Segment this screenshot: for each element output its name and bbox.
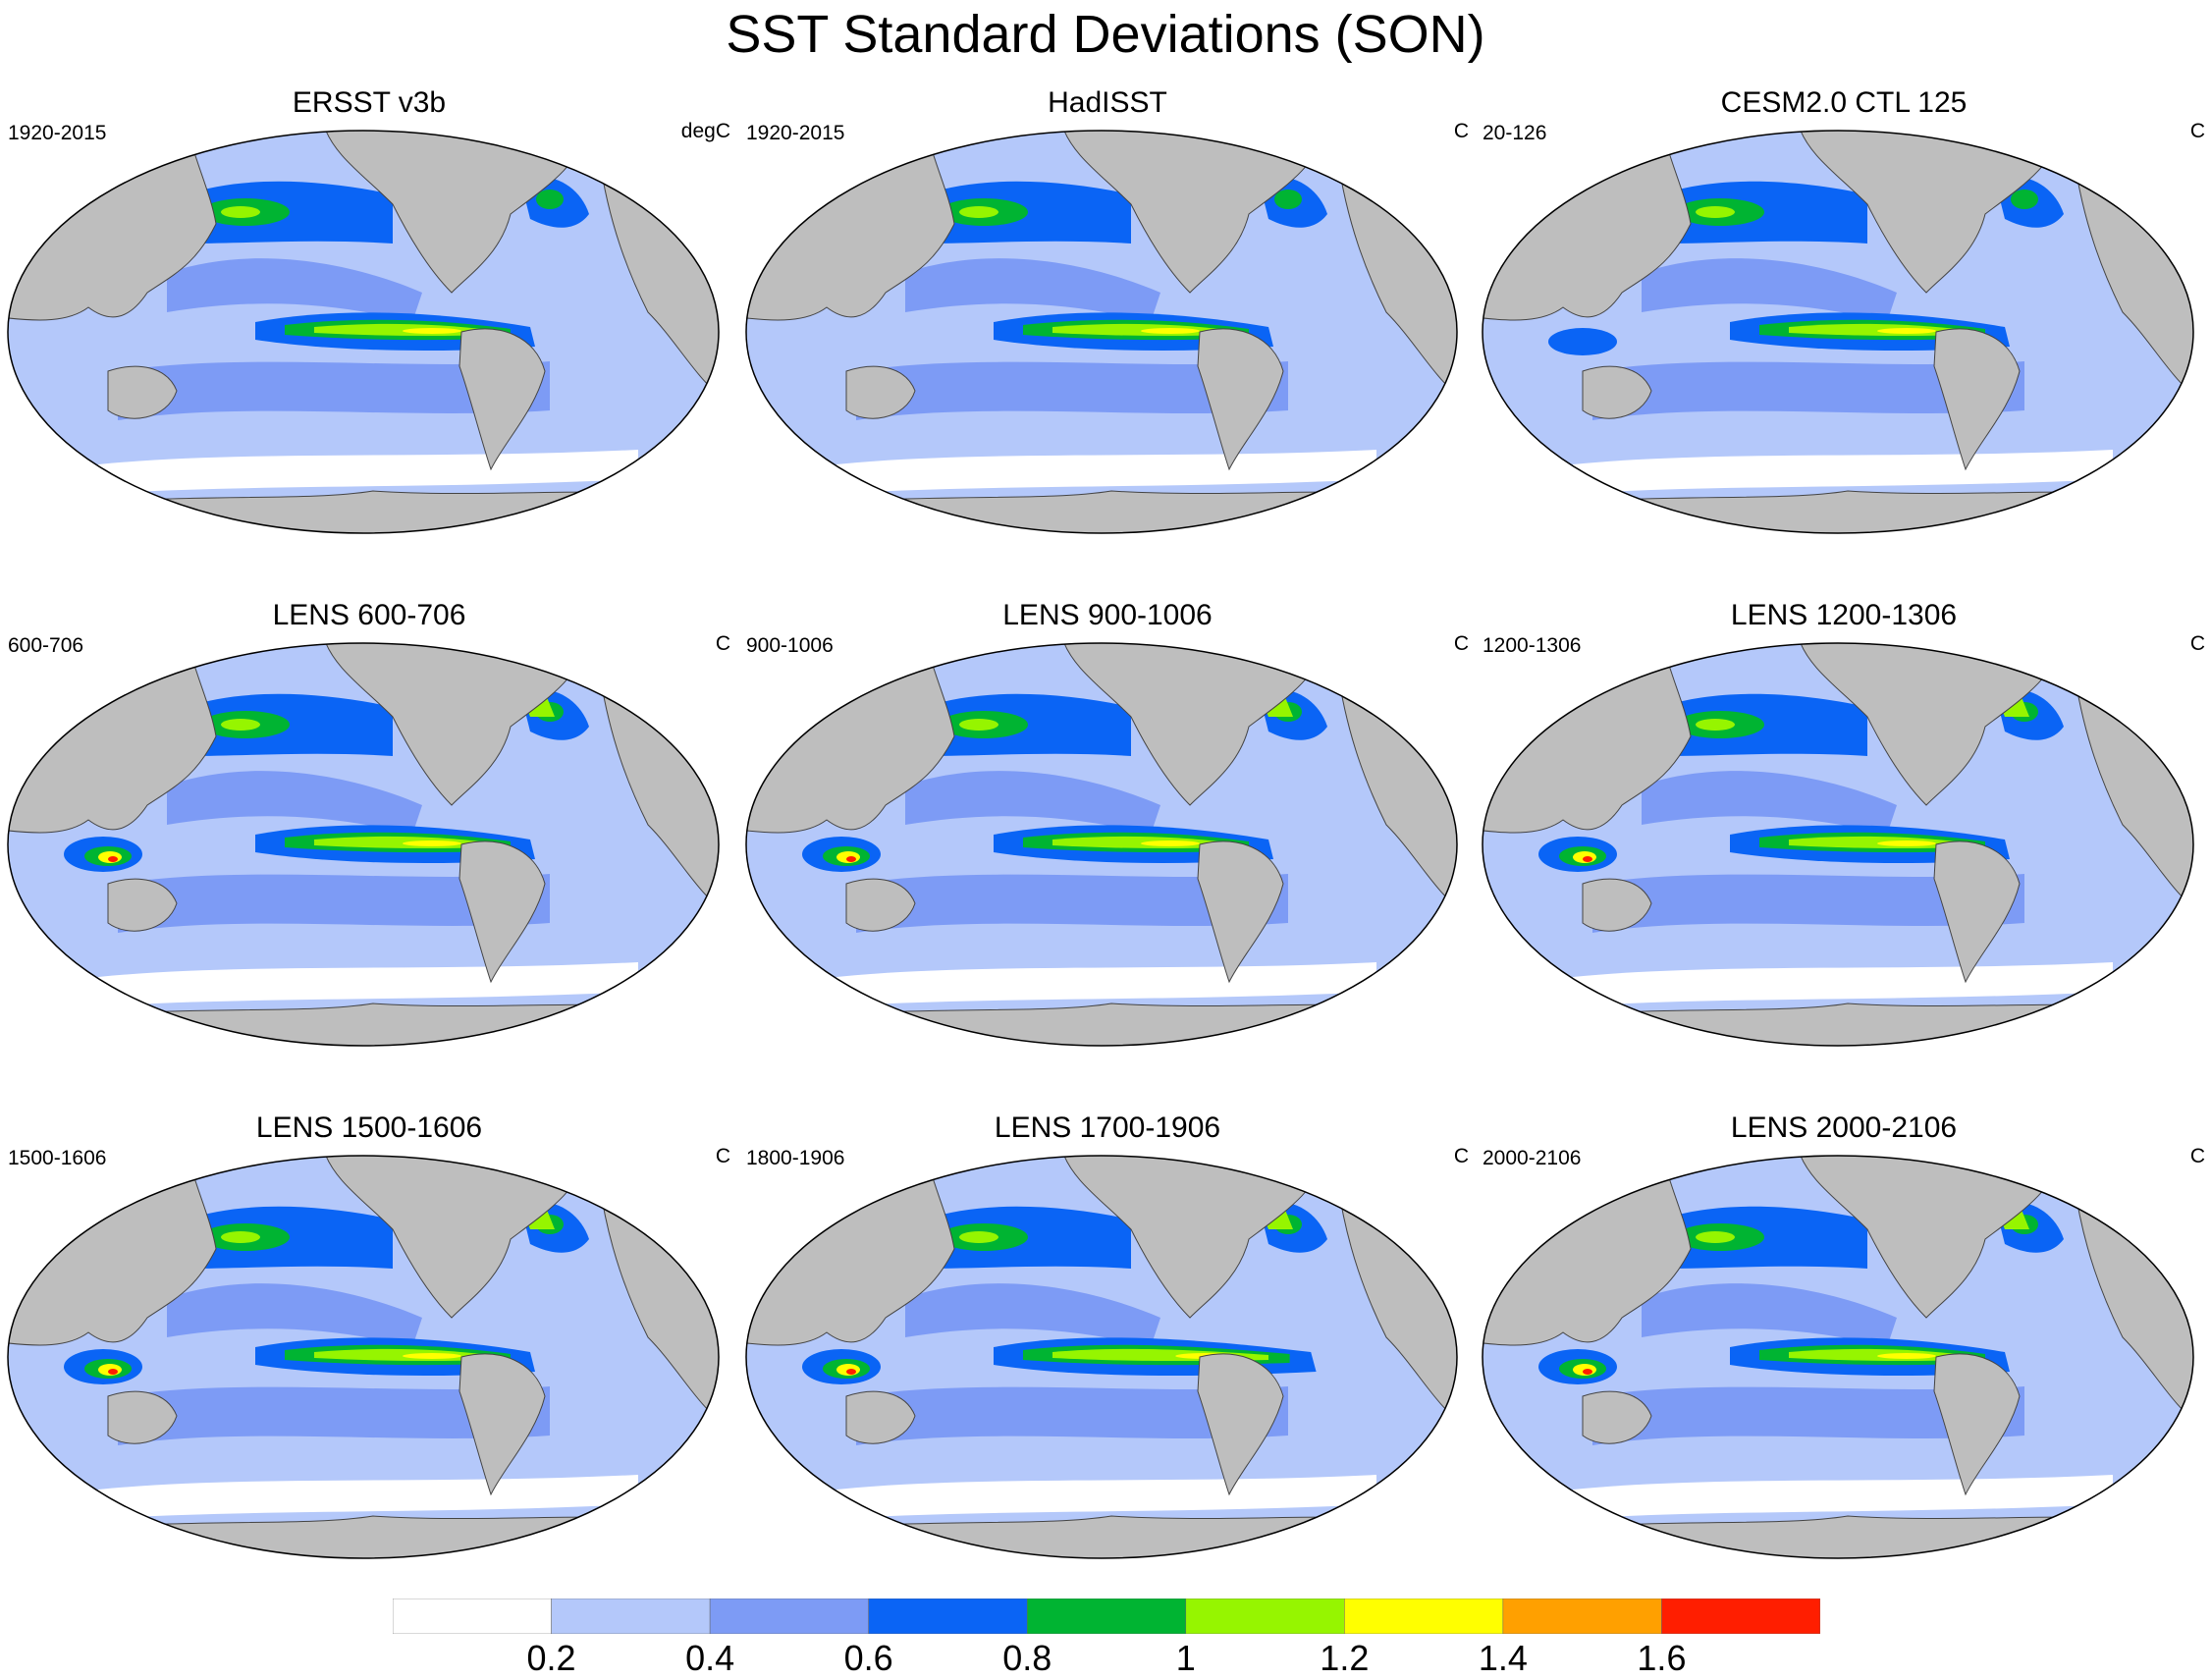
sst-map: [745, 130, 1458, 534]
panel-title: LENS 2000-2106: [1730, 1111, 1958, 1144]
panel-title: LENS 600-706: [272, 599, 466, 631]
sst-map: [1482, 1155, 2194, 1559]
panel-units: C: [1453, 120, 1469, 142]
panel-units: C: [2189, 1145, 2205, 1167]
map-panel: LENS 900-1006 900-1006 C: [738, 599, 1477, 1047]
panel-title: LENS 900-1006: [1002, 599, 1213, 631]
panel-period: 1200-1306: [1483, 634, 1582, 657]
colorbar-tick-label: 0.6: [843, 1638, 893, 1678]
panel-period: 2000-2106: [1483, 1147, 1582, 1169]
panel-period: 20-126: [1483, 122, 1547, 144]
panel-period: 1500-1606: [8, 1147, 107, 1169]
panel-title: LENS 1200-1306: [1730, 599, 1958, 631]
colorbar-tick-label: 0.4: [685, 1638, 735, 1678]
map-panel: LENS 1700-1906 1800-1906 C: [738, 1111, 1477, 1559]
colorbar-swatch: [1502, 1599, 1662, 1634]
panel-period: 900-1006: [746, 634, 834, 657]
panel-units: C: [715, 1145, 730, 1167]
panel-title: HadISST: [1048, 86, 1167, 119]
panel-units: C: [715, 632, 730, 655]
sst-map: [1482, 130, 2194, 534]
map-panel: LENS 1500-1606 1500-1606 C: [0, 1111, 738, 1559]
panel-units: C: [2189, 120, 2205, 142]
sst-map: [7, 1155, 720, 1559]
panel-period: 1920-2015: [8, 122, 107, 144]
colorbar-swatch: [1026, 1599, 1187, 1634]
map-panel: LENS 2000-2106 2000-2106 C: [1475, 1111, 2211, 1559]
map-panel: LENS 600-706 600-706 C: [0, 599, 738, 1047]
panel-units: C: [1453, 632, 1469, 655]
panel-units: C: [2189, 632, 2205, 655]
panel-period: 1920-2015: [746, 122, 845, 144]
map-panel: CESM2.0 CTL 125 20-126 C: [1475, 86, 2211, 534]
colorbar-tick-label: 1.6: [1637, 1638, 1687, 1678]
sst-map: [745, 1155, 1458, 1559]
colorbar: [393, 1599, 1820, 1634]
panel-units: degC: [680, 120, 730, 142]
colorbar-swatch: [1344, 1599, 1504, 1634]
panel-period: 600-706: [8, 634, 84, 657]
colorbar-tick-label: 1.2: [1320, 1638, 1370, 1678]
map-panel: LENS 1200-1306 1200-1306 C: [1475, 599, 2211, 1047]
sst-map: [745, 642, 1458, 1047]
colorbar-swatch: [868, 1599, 1028, 1634]
colorbar-swatch: [393, 1599, 552, 1634]
panel-period: 1800-1906: [746, 1147, 845, 1169]
colorbar-swatch: [551, 1599, 711, 1634]
colorbar-swatch: [1661, 1599, 1820, 1634]
panel-title: CESM2.0 CTL 125: [1720, 86, 1968, 119]
panel-title: LENS 1700-1906: [994, 1111, 1221, 1144]
sst-map: [7, 642, 720, 1047]
map-panel: ERSST v3b 1920-2015 degC: [0, 86, 738, 534]
colorbar-tick-label: 1: [1175, 1638, 1196, 1678]
main-title: SST Standard Deviations (SON): [726, 5, 1485, 64]
sst-map: [7, 130, 720, 534]
colorbar-swatch: [709, 1599, 869, 1634]
colorbar-tick-label: 1.4: [1478, 1638, 1528, 1678]
colorbar-tick-label: 0.2: [526, 1638, 576, 1678]
panel-title: ERSST v3b: [292, 86, 447, 119]
map-panel: HadISST 1920-2015 C: [738, 86, 1477, 534]
panel-title: LENS 1500-1606: [255, 1111, 483, 1144]
panel-units: C: [1453, 1145, 1469, 1167]
colorbar-swatch: [1185, 1599, 1345, 1634]
sst-map: [1482, 642, 2194, 1047]
colorbar-tick-label: 0.8: [1002, 1638, 1052, 1678]
